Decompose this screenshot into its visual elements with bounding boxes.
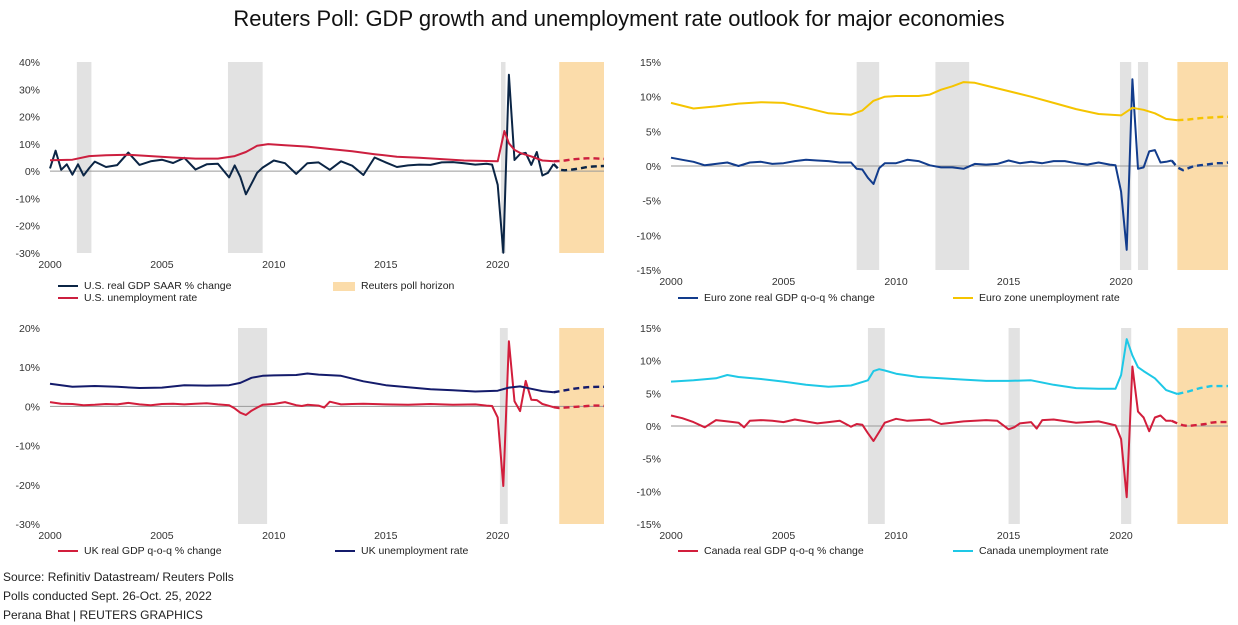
credit-note: Perana Bhat | REUTERS GRAPHICS: [3, 608, 203, 622]
polls-note: Polls conducted Sept. 26-Oct. 25, 2022: [3, 589, 212, 603]
y-tick-label: 0%: [25, 166, 40, 178]
footer: Source: Refinitiv Datastream/ Reuters Po…: [3, 568, 234, 625]
legend-swatch-horizon: [333, 282, 355, 291]
x-tick-label: 2015: [374, 259, 398, 271]
legend-label: Reuters poll horizon: [361, 280, 455, 292]
x-tick-label: 2020: [486, 259, 510, 271]
x-tick-label: 2005: [772, 276, 796, 288]
x-tick-label: 2010: [884, 530, 908, 542]
y-tick-label: -15%: [636, 265, 661, 277]
series-line-uk_gdp: [49, 340, 554, 487]
series-line-ez_gdp: [670, 78, 1172, 251]
forecast-line-ez_gdp: [1170, 159, 1229, 172]
source-note: Source: Refinitiv Datastream/ Reuters Po…: [3, 570, 234, 584]
x-tick-label: 2020: [1109, 530, 1133, 542]
legend-label: UK unemployment rate: [361, 545, 469, 557]
y-tick-label: -20%: [15, 480, 40, 492]
recession-band: [499, 328, 508, 524]
y-tick-label: 40%: [19, 57, 40, 69]
legend-label: U.S. unemployment rate: [84, 292, 197, 304]
y-tick-label: 5%: [646, 388, 661, 400]
legend-label: Euro zone real GDP q-o-q % change: [704, 292, 875, 304]
x-tick-label: 2020: [486, 530, 510, 542]
legend-label: Canada real GDP q-o-q % change: [704, 545, 864, 557]
y-tick-label: -10%: [15, 193, 40, 205]
y-tick-label: -20%: [15, 221, 40, 233]
legend-label: Canada unemployment rate: [979, 545, 1109, 557]
y-tick-label: 30%: [19, 84, 40, 96]
x-tick-label: 2000: [659, 530, 683, 542]
y-tick-label: 10%: [640, 92, 661, 104]
x-tick-label: 2020: [1109, 276, 1133, 288]
x-tick-label: 2005: [150, 530, 174, 542]
y-tick-label: 5%: [646, 126, 661, 138]
recession-band: [238, 328, 268, 524]
y-tick-label: 0%: [25, 401, 40, 413]
series-line-us_unemp: [49, 130, 554, 163]
y-tick-label: -5%: [642, 454, 661, 466]
y-tick-label: -10%: [636, 486, 661, 498]
x-tick-label: 2015: [997, 530, 1021, 542]
chart-us: -30% -20% -10% 0% 10% 20% 30% 40% 2000 2005 2010 20…: [15, 57, 605, 304]
x-tick-label: 2010: [262, 530, 286, 542]
x-tick-label: 2000: [38, 259, 62, 271]
series-line-uk_unemp: [49, 372, 554, 394]
y-tick-label: 0%: [646, 421, 661, 433]
poll-horizon-band: [559, 328, 604, 524]
y-tick-label: 15%: [640, 57, 661, 69]
series-line-ca_gdp: [670, 365, 1172, 499]
y-tick-label: -5%: [642, 196, 661, 208]
x-tick-label: 2005: [150, 259, 174, 271]
x-tick-label: 2015: [374, 530, 398, 542]
chart-uk: -30% -20% -10% 0% 10% 20% 2000 2005 2010 2015 2020…: [15, 323, 605, 557]
y-tick-label: 10%: [640, 356, 661, 368]
chart-euro-zone: -15% -10% -5% 0% 5% 10% 15% 2000 2005 2010 2015 202…: [636, 57, 1229, 304]
x-tick-label: 2005: [772, 530, 796, 542]
y-tick-label: -10%: [15, 441, 40, 453]
y-tick-label: -30%: [15, 519, 40, 531]
y-tick-label: 0%: [646, 161, 661, 173]
main-title: Reuters Poll: GDP growth and unemploymen…: [233, 6, 1005, 31]
legend-label: U.S. real GDP SAAR % change: [84, 280, 232, 292]
y-tick-label: -10%: [636, 230, 661, 242]
y-tick-label: 15%: [640, 323, 661, 335]
x-tick-label: 2010: [262, 259, 286, 271]
legend-label: Euro zone unemployment rate: [979, 292, 1120, 304]
series-line-ez_unemp: [670, 81, 1178, 122]
y-tick-label: -30%: [15, 248, 40, 260]
y-tick-label: 10%: [19, 139, 40, 151]
x-tick-label: 2010: [884, 276, 908, 288]
forecast-line-ca_gdp: [1171, 419, 1228, 428]
forecast-line-uk_gdp: [553, 404, 605, 410]
y-tick-label: 20%: [19, 323, 40, 335]
x-tick-label: 2015: [997, 276, 1021, 288]
series-line-ca_unemp: [670, 338, 1178, 395]
y-tick-label: 20%: [19, 112, 40, 124]
recession-band: [501, 62, 506, 253]
x-tick-label: 2000: [38, 530, 62, 542]
legend-label: UK real GDP q-o-q % change: [84, 545, 222, 557]
x-tick-label: 2000: [659, 276, 683, 288]
recession-band: [227, 62, 263, 253]
y-tick-label: 10%: [19, 362, 40, 374]
forecast-line-us_unemp: [553, 157, 605, 163]
y-tick-label: -15%: [636, 519, 661, 531]
forecast-line-us_gdp: [552, 163, 605, 172]
series-line-us_gdp: [49, 73, 555, 254]
chart-canada: -15% -10% -5% 0% 5% 10% 15% 2000 2005 2010 2015 202…: [636, 323, 1228, 557]
